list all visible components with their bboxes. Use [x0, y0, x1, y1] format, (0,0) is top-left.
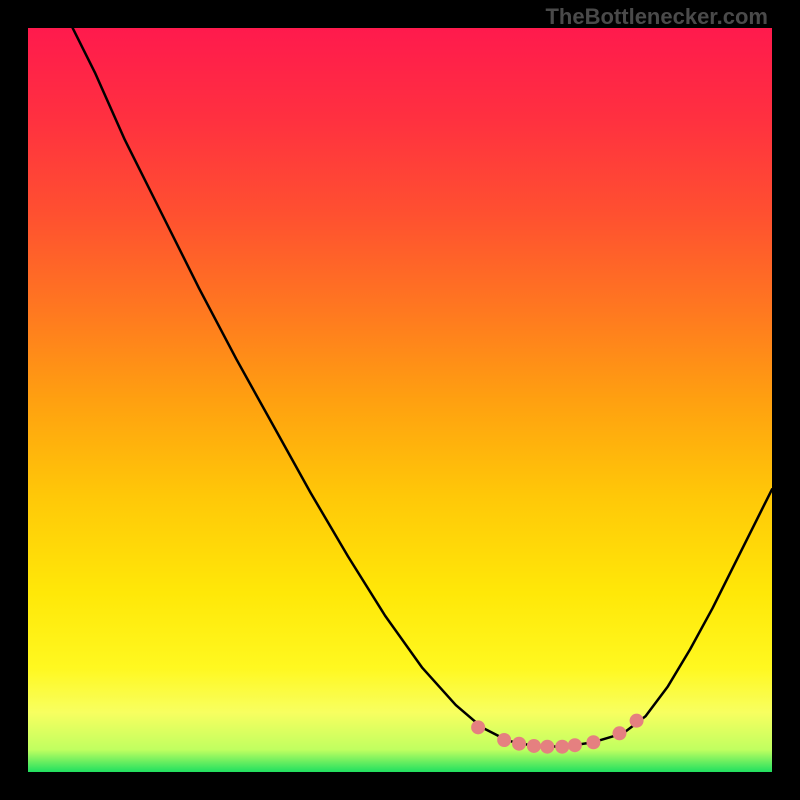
scatter-point	[568, 738, 582, 752]
scatter-point	[527, 739, 541, 753]
chart-frame: TheBottlenecker.com	[0, 0, 800, 800]
scatter-point	[612, 726, 626, 740]
scatter-point	[586, 735, 600, 749]
scatter-group	[471, 714, 643, 754]
curve-layer	[28, 28, 772, 772]
watermark-text: TheBottlenecker.com	[545, 4, 768, 30]
scatter-point	[555, 740, 569, 754]
scatter-point	[471, 720, 485, 734]
scatter-point	[630, 714, 644, 728]
plot-area	[28, 28, 772, 772]
scatter-point	[497, 733, 511, 747]
scatter-point	[540, 740, 554, 754]
bottleneck-curve	[73, 28, 772, 747]
scatter-point	[512, 737, 526, 751]
